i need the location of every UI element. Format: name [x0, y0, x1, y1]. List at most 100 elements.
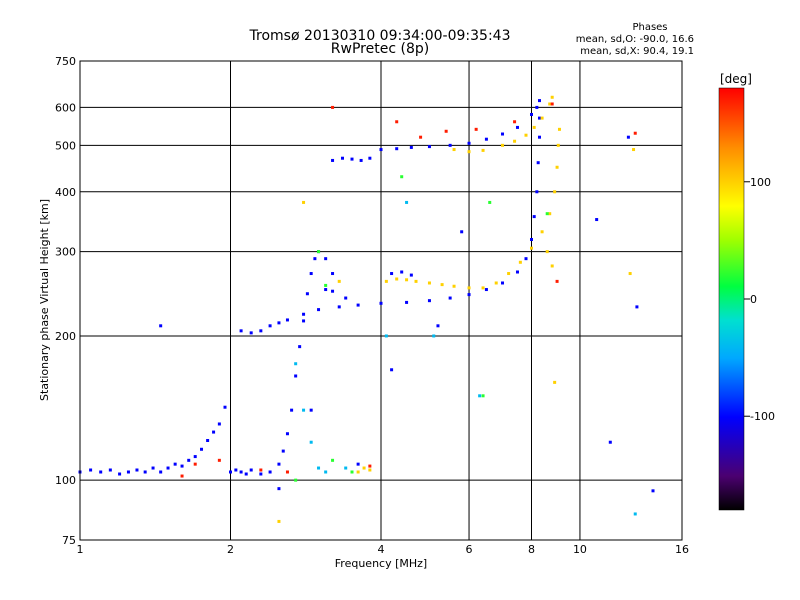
data-point: [244, 472, 248, 476]
data-point: [313, 257, 317, 261]
data-point: [108, 468, 112, 472]
data-point: [405, 278, 409, 282]
data-point: [452, 284, 456, 288]
data-point: [414, 279, 418, 283]
data-point: [239, 470, 243, 474]
data-point: [595, 218, 599, 222]
data-point: [180, 474, 184, 478]
data-point: [474, 127, 478, 131]
data-point: [518, 260, 522, 264]
y-tick-label: 75: [62, 534, 76, 547]
data-point: [239, 329, 243, 333]
data-point: [494, 281, 498, 285]
data-point: [302, 312, 306, 316]
data-point: [143, 470, 147, 474]
data-point: [217, 422, 221, 426]
data-point: [359, 158, 363, 162]
data-point: [324, 257, 328, 261]
data-point: [331, 458, 335, 462]
data-point: [532, 215, 536, 219]
x-tick-label: 16: [675, 543, 689, 556]
data-point: [259, 329, 263, 333]
data-point: [281, 449, 285, 453]
data-point: [89, 468, 93, 472]
data-point: [302, 408, 306, 412]
data-point: [537, 135, 541, 139]
x-tick-label: 1: [77, 543, 84, 556]
x-tick-label: 4: [378, 543, 385, 556]
data-point: [524, 133, 528, 137]
data-point: [540, 230, 544, 234]
data-point: [405, 300, 409, 304]
data-point: [628, 272, 632, 276]
data-point: [206, 439, 210, 443]
data-point: [344, 466, 348, 470]
data-point: [540, 116, 544, 120]
data-point: [633, 131, 637, 135]
colorbar-ticks: -100 0 100: [744, 176, 775, 423]
y-tick-label: 200: [55, 330, 76, 343]
data-point: [537, 116, 541, 120]
data-point: [166, 466, 170, 470]
data-point: [467, 286, 471, 290]
data-point: [444, 129, 448, 133]
data-point: [626, 135, 630, 139]
data-point: [409, 273, 413, 277]
data-point: [395, 120, 399, 124]
data-point: [309, 408, 313, 412]
y-axis-label: Stationary phase Virtual Height [km]: [38, 199, 51, 401]
data-point: [507, 272, 511, 276]
data-point: [317, 308, 321, 312]
data-point: [501, 132, 505, 136]
data-point: [298, 345, 302, 349]
data-point: [268, 470, 272, 474]
data-point: [530, 112, 533, 116]
data-point: [290, 408, 294, 412]
data-point: [395, 277, 399, 281]
data-point: [302, 319, 306, 323]
data-point: [324, 288, 328, 292]
data-point: [350, 470, 354, 474]
data-point: [432, 334, 436, 338]
y-tick-label: 400: [55, 186, 76, 199]
data-point: [340, 156, 344, 160]
x-tick-label: 10: [573, 543, 587, 556]
data-point: [362, 466, 366, 470]
data-point: [309, 272, 313, 276]
data-point: [159, 470, 163, 474]
data-point: [99, 470, 103, 474]
data-point: [384, 334, 388, 338]
data-point: [151, 466, 155, 470]
colorbar-tick-label: 100: [750, 176, 771, 189]
colorbar-label: [deg]: [720, 72, 752, 86]
colorbar: [718, 87, 745, 511]
data-point: [635, 305, 639, 309]
data-point: [400, 175, 404, 179]
data-point: [229, 470, 232, 474]
data-point: [368, 468, 372, 472]
data-point: [294, 374, 298, 378]
data-point: [193, 462, 197, 466]
data-point: [344, 296, 348, 300]
data-point: [427, 299, 431, 303]
data-point: [390, 272, 394, 276]
data-point: [331, 158, 335, 162]
data-point: [356, 470, 360, 474]
y-tick-label: 600: [55, 101, 76, 114]
data-point: [305, 292, 309, 296]
data-point: [249, 331, 253, 335]
data-point: [173, 462, 177, 466]
x-tick-label: 8: [528, 543, 535, 556]
chart-subtitle: RwPretec (8p): [331, 41, 429, 57]
data-point: [513, 139, 517, 143]
data-point: [337, 305, 341, 309]
data-point: [553, 380, 557, 384]
data-point: [484, 137, 488, 141]
data-point: [159, 324, 163, 328]
data-point: [223, 405, 227, 409]
data-point: [550, 95, 554, 99]
data-point: [395, 147, 399, 151]
data-point: [548, 212, 552, 216]
data-point: [350, 157, 354, 161]
